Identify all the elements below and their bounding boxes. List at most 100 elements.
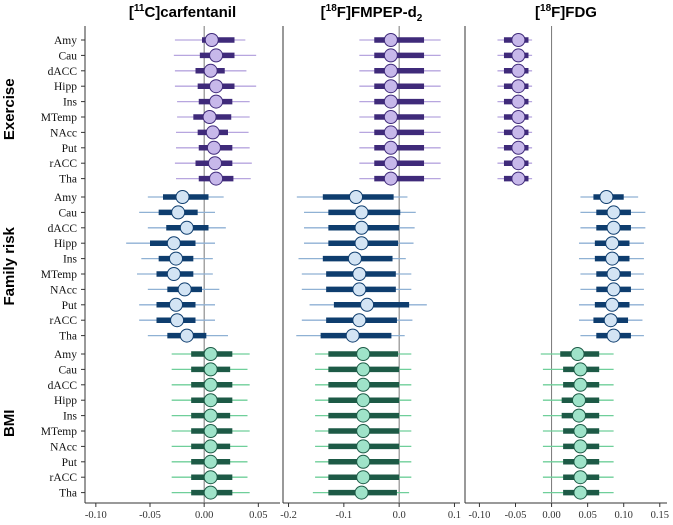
point-estimate xyxy=(599,190,614,204)
region-label-NAcc: NAcc xyxy=(50,127,77,139)
point-estimate xyxy=(203,454,218,469)
point-estimate xyxy=(570,347,585,361)
point-estimate xyxy=(511,48,526,63)
point-estimate xyxy=(356,439,371,454)
region-label-Tha: Tha xyxy=(59,174,77,186)
point-estimate xyxy=(605,236,620,251)
point-estimate xyxy=(573,362,588,377)
region-label-Ins: Ins xyxy=(63,411,78,423)
region-label-Hipp: Hipp xyxy=(54,238,77,250)
x-tick-label: 0.15 xyxy=(651,510,669,520)
region-label-Cau: Cau xyxy=(58,364,77,376)
point-estimate xyxy=(356,454,371,469)
x-tick-label: -0.05 xyxy=(139,510,161,520)
group-label-exercise: Exercise xyxy=(1,78,18,140)
region-label-Ins: Ins xyxy=(63,254,78,266)
point-estimate xyxy=(205,125,220,140)
x-tick-label: 0.00 xyxy=(542,510,560,520)
point-estimate xyxy=(209,48,224,63)
region-label-dACC: dACC xyxy=(48,66,78,78)
x-tick-label: -0.2 xyxy=(280,510,297,520)
region-label-dACC: dACC xyxy=(48,223,78,235)
point-estimate xyxy=(166,236,181,251)
point-estimate xyxy=(169,297,183,312)
point-estimate xyxy=(383,33,398,47)
point-estimate xyxy=(354,220,369,235)
point-estimate xyxy=(349,190,364,204)
x-tick-label: 0.05 xyxy=(578,510,596,520)
x-tick-label: 0.05 xyxy=(249,510,267,520)
point-estimate xyxy=(209,79,224,94)
point-estimate xyxy=(383,140,398,155)
point-estimate xyxy=(203,63,218,78)
x-tick-label: 0.0 xyxy=(393,510,406,520)
point-estimate xyxy=(356,408,371,423)
point-estimate xyxy=(354,205,369,220)
region-label-Tha: Tha xyxy=(59,488,77,500)
point-estimate xyxy=(203,393,218,408)
point-estimate xyxy=(352,313,367,328)
group-label-family-risk: Family risk xyxy=(1,226,18,305)
region-label-Cau: Cau xyxy=(58,50,77,62)
point-estimate xyxy=(511,94,526,109)
point-estimate xyxy=(383,48,398,63)
region-label-Amy: Amy xyxy=(54,35,77,47)
point-estimate xyxy=(605,297,620,312)
point-estimate xyxy=(354,236,369,251)
point-estimate xyxy=(203,470,218,485)
point-estimate xyxy=(171,205,186,220)
point-estimate xyxy=(511,110,526,124)
x-tick-label: -0.10 xyxy=(468,510,490,520)
region-label-MTemp: MTemp xyxy=(41,426,77,438)
x-tick-label: -0.10 xyxy=(85,510,107,520)
group-label-bmi: BMI xyxy=(1,410,18,438)
point-estimate xyxy=(202,110,217,124)
region-label-Put: Put xyxy=(62,300,78,312)
panel-title: [18F]FDG xyxy=(535,3,597,21)
point-estimate xyxy=(383,171,398,186)
point-estimate xyxy=(356,393,371,408)
point-estimate xyxy=(606,282,621,297)
point-estimate xyxy=(606,220,621,235)
point-estimate xyxy=(356,424,371,438)
point-estimate xyxy=(203,485,218,500)
point-estimate xyxy=(606,328,621,343)
point-estimate xyxy=(347,251,362,266)
point-estimate xyxy=(383,156,398,171)
region-label-MTemp: MTemp xyxy=(41,269,77,281)
point-estimate xyxy=(177,282,192,297)
point-estimate xyxy=(209,171,224,186)
x-tick-label: -0.05 xyxy=(505,510,527,520)
point-estimate xyxy=(356,470,371,485)
point-estimate xyxy=(170,313,185,328)
point-estimate xyxy=(606,267,621,281)
region-label-MTemp: MTemp xyxy=(41,112,77,124)
point-estimate xyxy=(511,63,526,78)
point-estimate xyxy=(573,377,588,392)
panel-title: [18F]FMPEP-d2 xyxy=(321,3,423,24)
point-estimate xyxy=(179,220,194,235)
point-estimate xyxy=(166,267,181,281)
point-estimate xyxy=(383,125,398,140)
point-estimate xyxy=(208,156,222,171)
point-estimate xyxy=(203,439,218,454)
point-estimate xyxy=(383,63,398,78)
region-label-Ins: Ins xyxy=(63,97,78,109)
point-estimate xyxy=(383,79,398,94)
point-estimate xyxy=(573,439,588,454)
x-tick-label: 0.00 xyxy=(195,510,213,520)
point-estimate xyxy=(511,156,526,171)
point-estimate xyxy=(169,251,183,266)
region-label-Cau: Cau xyxy=(58,207,77,219)
point-estimate xyxy=(356,377,371,392)
point-estimate xyxy=(209,94,224,109)
region-label-Hipp: Hipp xyxy=(54,81,77,93)
x-tick-label: -0.1 xyxy=(336,510,353,520)
point-estimate xyxy=(345,328,360,343)
point-estimate xyxy=(203,408,218,423)
point-estimate xyxy=(573,454,588,469)
point-estimate xyxy=(606,205,621,220)
region-label-Put: Put xyxy=(62,457,78,469)
